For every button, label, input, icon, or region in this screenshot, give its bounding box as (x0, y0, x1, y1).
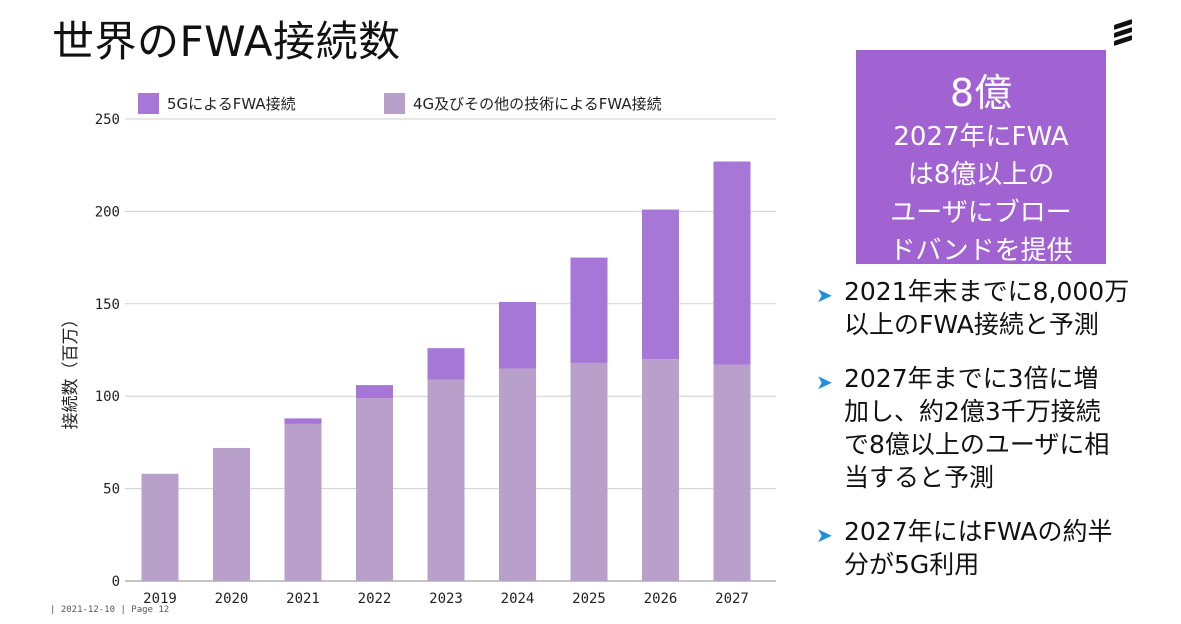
bar-4g-other (713, 364, 751, 581)
legend-swatch-5g (138, 92, 159, 114)
bullet-line: 2027年にはFWAの約半 (844, 517, 1113, 546)
bar-4g-other (427, 379, 465, 581)
y-axis-label: 接続数（百万） (61, 311, 81, 430)
bar-5g (284, 418, 322, 424)
bullet-line: 2021年末までに8,000万 (844, 277, 1130, 306)
bullet-line: 加し、約2億3千万接続 (844, 397, 1101, 426)
legend-item-5g: 5GによるFWA接続 (138, 88, 296, 118)
bullet-line: 当すると予測 (844, 463, 995, 492)
bar-5g (499, 301, 536, 369)
callout-line: は8億以上の (907, 160, 1055, 190)
y-tick-label: 50 (103, 482, 120, 498)
x-tick-label: 2020 (215, 591, 249, 607)
legend-label-5g: 5GによるFWA接続 (167, 94, 296, 113)
bar-5g (356, 385, 393, 399)
x-tick-label: 2026 (644, 591, 678, 607)
x-tick-label: 2025 (572, 591, 606, 607)
highlight-callout: 8億 2027年にFWA は8億以上の ユーザにブロー ドバンドを提供 (856, 50, 1106, 266)
bullet-item: ➤ 2027年にはFWAの約半 分が5G利用 (812, 515, 1172, 581)
x-tick-label: 2027 (715, 591, 749, 607)
bullet-line: で8億以上のユーザに相 (844, 430, 1110, 459)
bar-4g-other (356, 398, 393, 581)
bar-4g-other (570, 362, 608, 581)
arrow-right-icon: ➤ (816, 283, 833, 307)
bar-4g-other (284, 423, 322, 581)
arrow-right-icon: ➤ (816, 370, 833, 394)
x-tick-label: 2022 (358, 591, 392, 607)
bar-4g-other (213, 447, 250, 581)
bar-5g (570, 257, 608, 363)
x-tick-label: 2024 (501, 591, 535, 607)
y-tick-label: 100 (95, 389, 120, 405)
x-tick-label: 2021 (286, 591, 320, 607)
footer-text: | 2021-12-10 | Page 12 (50, 605, 170, 615)
legend-item-4g: 4G及びその他の技術によるFWA接続 (384, 88, 662, 118)
callout-big-number: 8億 (949, 71, 1013, 115)
y-tick-label: 250 (95, 112, 120, 128)
page-title: 世界のFWA接続数 (52, 17, 401, 66)
bar-4g-other (499, 368, 536, 581)
bullet-item: ➤ 2021年末までに8,000万 以上のFWA接続と予測 (812, 275, 1172, 341)
bullet-line: 分が5G利用 (844, 550, 980, 579)
ericsson-logo (1114, 19, 1136, 46)
bar-5g (642, 209, 679, 360)
legend-swatch-4g (384, 92, 405, 114)
bar-4g-other (141, 473, 179, 581)
bullet-list: ➤ 2021年末までに8,000万 以上のFWA接続と予測 ➤ 2027年までに… (812, 275, 1172, 602)
bar-5g (713, 161, 751, 365)
x-tick-label: 2019 (143, 591, 177, 607)
callout-line: ドバンドを提供 (889, 236, 1073, 266)
bullet-line: 2027年までに3倍に増 (844, 364, 1099, 393)
y-tick-label: 200 (95, 204, 120, 220)
arrow-right-icon: ➤ (816, 523, 833, 547)
x-tick-label: 2023 (429, 591, 463, 607)
bullet-item: ➤ 2027年までに3倍に増 加し、約2億3千万接続 で8億以上のユーザに相 当… (812, 362, 1172, 494)
bullet-line: 以上のFWA接続と予測 (844, 310, 1099, 339)
legend-label-4g: 4G及びその他の技術によるFWA接続 (413, 94, 662, 113)
bar-5g (427, 348, 465, 380)
y-tick-label: 150 (95, 297, 120, 313)
callout-text: 2027年にFWA は8億以上の ユーザにブロー ドバンドを提供 (876, 118, 1086, 270)
stacked-bar-chart: 0 50 100 150 200 250 接続数（百万） 2019 2020 2021 2022 20… (61, 112, 776, 607)
bar-4g-other (642, 359, 679, 581)
callout-line: ユーザにブロー (890, 198, 1072, 228)
callout-line: 2027年にFWA (893, 122, 1069, 152)
y-tick-label: 0 (112, 574, 120, 590)
